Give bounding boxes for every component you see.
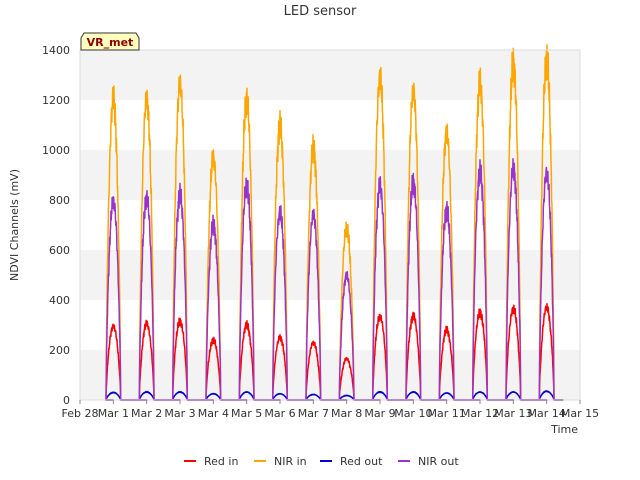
grid-band (80, 50, 580, 100)
grid-band (80, 100, 580, 150)
x-tick-label: Mar 9 (364, 407, 395, 420)
x-axis-label: Time (550, 423, 578, 436)
x-tick-label: Mar 3 (164, 407, 195, 420)
x-tick-label: Mar 5 (231, 407, 262, 420)
legend-label: NIR out (418, 455, 459, 468)
x-tick-label: Mar 1 (98, 407, 129, 420)
y-tick-label: 1000 (42, 144, 70, 157)
plot-frame (79, 49, 581, 401)
x-tick-label: Mar 14 (528, 407, 566, 420)
x-tick-label: Mar 15 (561, 407, 599, 420)
x-tick-label: Mar 13 (494, 407, 532, 420)
grid-band (80, 350, 580, 400)
x-tick-label: Mar 7 (298, 407, 329, 420)
legend-label: Red out (340, 455, 383, 468)
grid-band (80, 200, 580, 250)
x-tick-label: Mar 6 (264, 407, 295, 420)
grid-bands (80, 50, 580, 400)
y-tick-label: 400 (49, 294, 70, 307)
y-tick-label: 600 (49, 244, 70, 257)
y-axis-label: NDVI Channels (mV) (8, 169, 21, 281)
x-tick-label: Mar 11 (428, 407, 466, 420)
y-tick-label: 200 (49, 344, 70, 357)
y-tick-label: 0 (63, 394, 70, 407)
x-tick-label: Mar 2 (131, 407, 162, 420)
x-tick-label: Mar 10 (394, 407, 432, 420)
grid-band (80, 150, 580, 200)
chart-title: LED sensor (284, 4, 357, 19)
x-axis-ticks: Feb 28 Mar 1 Mar 2 Mar 3 Mar 4 Mar 5 Mar 6 Mar … (62, 400, 599, 420)
y-tick-label: 1400 (42, 44, 70, 57)
legend-label: NIR in (274, 455, 307, 468)
y-axis-ticks: 0 200 400 600 800 1000 1200 1400 (42, 44, 70, 407)
x-tick-label: Feb 28 (62, 407, 99, 420)
grid-band (80, 300, 580, 350)
vr-met-badge-text: VR_met (87, 36, 134, 49)
vr-met-badge: VR_met (80, 32, 140, 51)
y-tick-label: 800 (49, 194, 70, 207)
grid-band (80, 250, 580, 300)
x-tick-label: Mar 4 (198, 407, 229, 420)
x-tick-label: Mar 8 (331, 407, 362, 420)
legend: Red in NIR in Red out NIR out (184, 455, 459, 468)
y-tick-label: 1200 (42, 94, 70, 107)
x-tick-label: Mar 12 (461, 407, 499, 420)
legend-label: Red in (204, 455, 238, 468)
